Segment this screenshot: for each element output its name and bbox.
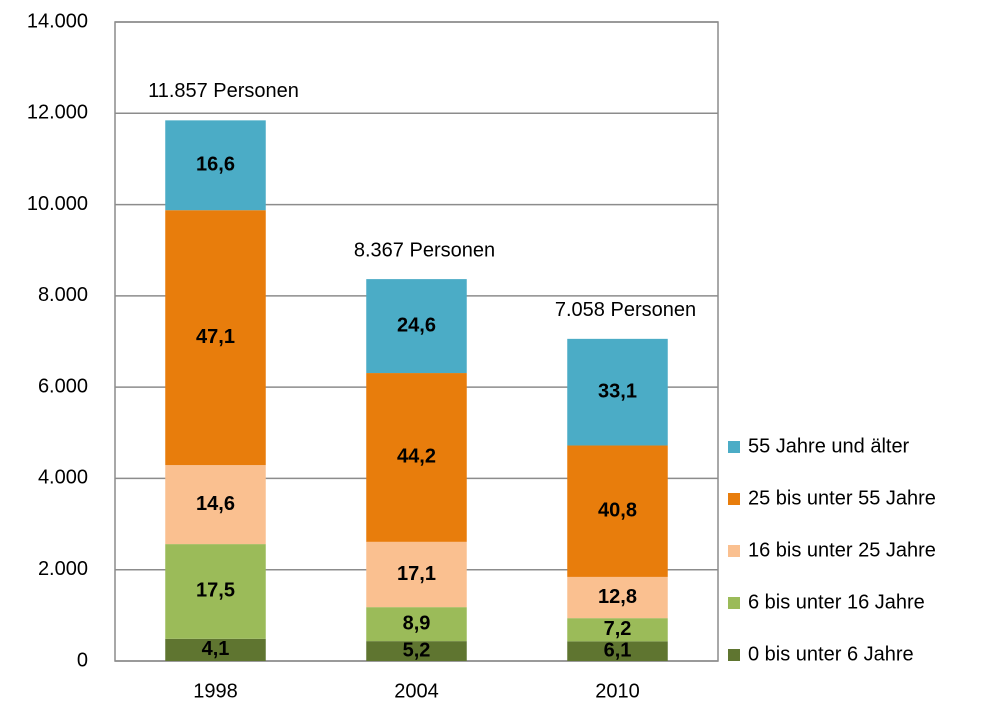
- bar-segment: [366, 641, 467, 661]
- y-tick-label: 8.000: [38, 284, 88, 306]
- y-tick-label: 12.000: [27, 102, 88, 124]
- total-label: 11.857 Personen: [148, 80, 299, 102]
- bar-segment: [165, 465, 266, 545]
- total-label: 8.367 Personen: [354, 239, 495, 261]
- bar-segment: [165, 210, 266, 466]
- bar-segment: [165, 544, 266, 639]
- data-label: 7,2: [604, 618, 632, 640]
- bar-segment: [366, 541, 467, 608]
- legend-label: 6 bis unter 16 Jahre: [748, 591, 925, 613]
- legend-swatch: [728, 597, 740, 609]
- data-label: 17,5: [196, 580, 235, 602]
- legend-swatch: [728, 649, 740, 661]
- bar-segment: [567, 576, 668, 619]
- y-tick-label: 6.000: [38, 375, 88, 397]
- bar-segment: [567, 445, 668, 577]
- y-tick-label: 4.000: [38, 467, 88, 489]
- data-label: 5,2: [403, 639, 431, 661]
- legend-label: 0 bis unter 6 Jahre: [748, 643, 914, 665]
- legend-swatch: [728, 493, 740, 505]
- bar-segment: [567, 618, 668, 642]
- total-label: 7.058 Personen: [555, 299, 696, 321]
- data-label: 24,6: [397, 314, 436, 336]
- legend-label: 25 bis unter 55 Jahre: [748, 487, 936, 509]
- legend-label: 55 Jahre und älter: [748, 435, 910, 457]
- legend-swatch: [728, 441, 740, 453]
- x-tick-label: 1998: [193, 680, 238, 702]
- bar-segment: [165, 120, 266, 211]
- bar-segment: [567, 641, 668, 661]
- bar-segment: [165, 638, 266, 661]
- data-label: 4,1: [202, 638, 230, 660]
- bar-segment: [366, 607, 467, 642]
- legend-swatch: [728, 545, 740, 557]
- data-label: 17,1: [397, 563, 436, 585]
- data-label: 47,1: [196, 326, 235, 348]
- data-label: 44,2: [397, 446, 436, 468]
- bar-segment: [366, 373, 467, 542]
- y-tick-label: 10.000: [27, 193, 88, 215]
- data-label: 16,6: [196, 154, 235, 176]
- data-label: 8,9: [403, 612, 431, 634]
- x-tick-label: 2004: [394, 680, 439, 702]
- data-label: 6,1: [604, 639, 632, 661]
- data-label: 14,6: [196, 493, 235, 515]
- data-label: 33,1: [598, 380, 637, 402]
- data-label: 12,8: [598, 586, 637, 608]
- data-label: 40,8: [598, 499, 637, 521]
- legend-label: 16 bis unter 25 Jahre: [748, 539, 936, 561]
- bar-segment: [567, 338, 668, 446]
- y-tick-label: 14.000: [27, 10, 88, 32]
- x-tick-label: 2010: [595, 680, 640, 702]
- bar-segment: [366, 279, 467, 374]
- y-tick-label: 2.000: [38, 558, 88, 580]
- y-tick-label: 0: [77, 649, 88, 671]
